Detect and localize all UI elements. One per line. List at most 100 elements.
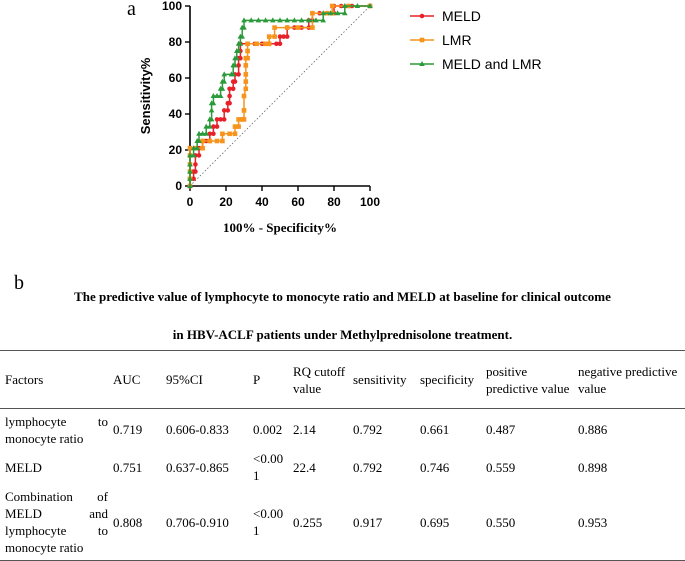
chart-legend: MELD LMR MELD and LMR (410, 8, 542, 72)
data-point-meld-and-lmr (262, 17, 269, 23)
data-point-lmr (245, 41, 250, 47)
data-point-lmr (236, 117, 241, 122)
reference-diagonal-line (189, 5, 371, 187)
cell-ppv: 0.550 (481, 484, 573, 561)
data-point-meld (218, 117, 223, 122)
cell-p: <0.001 (253, 451, 284, 483)
data-point-lmr (236, 124, 241, 129)
data-point-meld-and-lmr (284, 17, 290, 23)
data-point-meld-and-lmr (230, 71, 236, 77)
chart-series (187, 3, 373, 189)
y-tick-label: 80 (169, 35, 183, 49)
data-point-meld-and-lmr (196, 138, 202, 143)
data-point-lmr (220, 131, 225, 137)
panel-label-b: b (14, 272, 24, 294)
data-point-meld-and-lmr (217, 93, 224, 98)
legend-marker-meld-and-lmr (419, 61, 425, 66)
data-point-lmr (263, 41, 268, 47)
predictive-value-table: Factors AUC 95%CI P RQ cutoff value sens… (0, 350, 685, 561)
data-point-meld (236, 63, 241, 68)
table-row: lymphocyte to monocyte ratio 0.719 0.606… (0, 409, 685, 451)
data-point-meld-and-lmr (237, 40, 244, 46)
data-point-meld-and-lmr (291, 17, 298, 23)
data-point-meld (230, 86, 236, 92)
table-title-line-1: The predictive value of lymphocyte to mo… (74, 289, 611, 304)
data-point-meld (211, 131, 216, 137)
data-point-meld-and-lmr (187, 152, 193, 158)
data-point-meld-and-lmr (221, 71, 227, 77)
y-tick-label: 0 (175, 179, 182, 193)
data-point-lmr (245, 55, 250, 61)
data-point-lmr (243, 86, 249, 92)
cell-auc: 0.808 (108, 484, 161, 561)
cell-cutoff: 0.255 (288, 484, 348, 561)
cell-specificity: 0.695 (415, 484, 481, 561)
data-point-meld-and-lmr (221, 78, 227, 84)
data-point-meld (193, 169, 198, 174)
data-point-lmr (220, 138, 225, 144)
data-point-lmr (227, 131, 232, 137)
data-point-meld-and-lmr (248, 17, 254, 23)
data-point-meld (277, 41, 283, 47)
cell-ci: 0.706-0.910 (161, 484, 248, 561)
data-point-meld-and-lmr (208, 107, 215, 113)
data-point-meld-and-lmr (210, 100, 217, 106)
data-point-meld (207, 131, 213, 137)
data-point-meld (214, 124, 220, 129)
cell-sensitivity: 0.792 (353, 422, 383, 437)
data-point-meld-and-lmr (270, 17, 276, 23)
data-point-lmr (284, 25, 290, 30)
x-tick-label: 0 (187, 195, 194, 209)
data-point-meld-and-lmr (342, 10, 348, 16)
header-95ci: 95%CI (161, 350, 248, 409)
data-point-lmr (241, 117, 247, 122)
x-tick-label: 100 (360, 195, 380, 209)
data-point-meld (211, 124, 216, 129)
cell-cutoff: 22.4 (293, 459, 316, 475)
data-point-meld (281, 34, 286, 39)
series-meld-and-lmr (187, 3, 373, 188)
data-point-lmr (310, 10, 315, 16)
cell-auc: 0.751 (113, 459, 143, 475)
data-point-meld-and-lmr (313, 17, 319, 23)
header-npv: negative predictive value (573, 350, 685, 409)
header-p: P (248, 350, 288, 409)
data-point-lmr (272, 34, 277, 39)
data-point-meld (236, 72, 241, 77)
x-tick-label: 20 (219, 195, 233, 209)
cell-ci: 0.637-0.865 (166, 459, 229, 475)
cell-npv: 0.953 (573, 484, 685, 561)
cell-npv: 0.898 (578, 459, 608, 475)
y-tick-label: 40 (169, 107, 183, 121)
data-point-meld (227, 86, 232, 92)
header-factors: Factors (0, 350, 108, 409)
cell-sensitivity: 0.792 (353, 459, 383, 475)
y-tick-label: 100 (162, 0, 182, 13)
data-point-lmr (295, 25, 301, 30)
legend-label-meld-and-lmr: MELD and LMR (442, 56, 542, 72)
data-point-meld (191, 176, 196, 182)
x-tick-label: 40 (255, 195, 269, 209)
data-point-meld-and-lmr (334, 10, 341, 16)
panel-label-a: a (127, 0, 136, 20)
data-point-meld (221, 117, 227, 122)
data-point-meld-and-lmr (306, 17, 312, 23)
data-point-meld-and-lmr (277, 17, 283, 23)
data-point-meld-and-lmr (232, 62, 238, 68)
y-tick-label: 60 (169, 71, 183, 85)
data-point-lmr (207, 138, 213, 144)
x-tick-label: 60 (291, 195, 305, 209)
data-point-meld-and-lmr (196, 130, 202, 136)
data-point-meld-and-lmr (320, 10, 326, 16)
data-point-meld (227, 100, 232, 106)
x-axis-label: 100% - Specificity% (223, 220, 337, 235)
header-rq-cutoff: RQ cutoff value (288, 350, 348, 409)
data-point-meld-and-lmr (203, 123, 209, 129)
data-point-meld-and-lmr (342, 3, 348, 8)
data-point-meld-and-lmr (354, 3, 361, 8)
legend-marker-meld (419, 13, 425, 19)
data-point-meld-and-lmr (234, 55, 240, 61)
data-point-meld-and-lmr (235, 48, 242, 53)
header-specificity: specificity (415, 350, 481, 409)
data-point-lmr (329, 3, 335, 9)
